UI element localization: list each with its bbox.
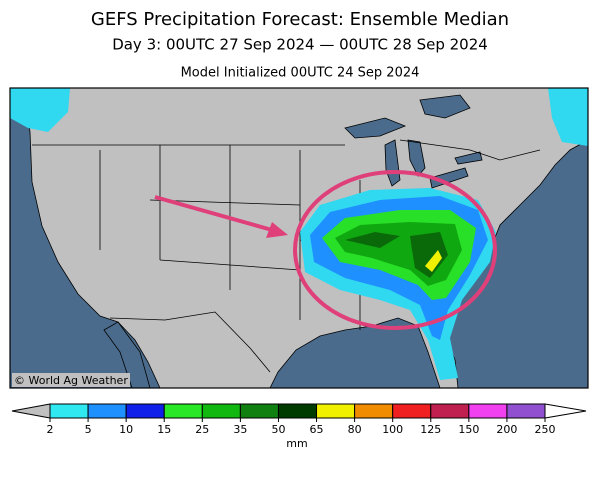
- colorbar-tick-label: 2: [47, 423, 54, 436]
- credit: © World Ag Weather: [14, 374, 128, 387]
- colorbar-tick-label: 150: [458, 423, 479, 436]
- colorbar-tick-label: 25: [195, 423, 209, 436]
- colorbar-high-end: [544, 403, 587, 419]
- colorbar-segment: [430, 403, 470, 419]
- init-time: Model Initialized 00UTC 24 Sep 2024: [181, 66, 420, 81]
- highlight-arrow: [154, 195, 273, 232]
- colorbar-tick-label: 15: [157, 423, 171, 436]
- colorbar-tick-label: 5: [85, 423, 92, 436]
- colorbar-low-end: [11, 403, 51, 419]
- colorbar-tick-label: 80: [348, 423, 362, 436]
- colorbar-tick-label: 50: [271, 423, 285, 436]
- arrow-head: [266, 222, 288, 238]
- colorbar-segment: [163, 403, 203, 419]
- colorbar-tick-label: 200: [496, 423, 517, 436]
- colorbar-tick-label: 250: [535, 423, 556, 436]
- highlight-ellipse: [293, 170, 497, 330]
- colorbar-tick-label: 10: [119, 423, 133, 436]
- colorbar-tick-label: 125: [420, 423, 441, 436]
- gulf-of-california: [103, 321, 151, 388]
- credit-box: [12, 373, 130, 387]
- colorbar-tick-label: 65: [310, 423, 324, 436]
- precip-heaviest: [345, 232, 448, 278]
- colorbar-segment: [239, 403, 279, 419]
- great-lakes: [344, 94, 483, 189]
- colorbar-segment: [87, 403, 127, 419]
- colorbar-segment: [392, 403, 432, 419]
- colorbar: [11, 403, 587, 419]
- map: © World Ag Weather: [9, 87, 589, 389]
- title: GEFS Precipitation Forecast: Ensemble Me…: [91, 9, 509, 30]
- unit: mm: [286, 437, 307, 450]
- colorbar-segment: [49, 403, 89, 419]
- colorbar-segment: [316, 403, 356, 419]
- colorbar-segment: [468, 403, 508, 419]
- colorbar-segment: [125, 403, 165, 419]
- colorbar-tick-label: 100: [382, 423, 403, 436]
- colorbar-segment: [506, 403, 546, 419]
- land: [10, 88, 588, 388]
- map-frame: [9, 87, 589, 389]
- colorbar-segment: [201, 403, 241, 419]
- colorbar-segment: [277, 403, 318, 419]
- colorbar-tick-label: 35: [233, 423, 247, 436]
- subtitle: Day 3: 00UTC 27 Sep 2024 — 00UTC 28 Sep …: [112, 36, 488, 54]
- precip-max: [425, 250, 442, 272]
- colorbar-segment: [354, 403, 394, 419]
